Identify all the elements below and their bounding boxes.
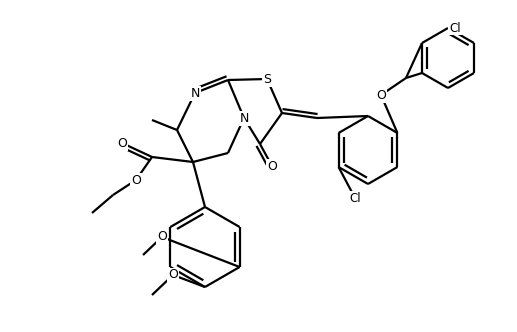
Text: Cl: Cl — [449, 22, 461, 35]
Text: O: O — [117, 136, 127, 149]
Text: N: N — [190, 87, 200, 100]
Text: O: O — [267, 159, 277, 173]
Text: O: O — [131, 174, 141, 187]
Text: Cl: Cl — [349, 192, 361, 205]
Text: S: S — [263, 72, 271, 86]
Text: N: N — [239, 112, 249, 124]
Text: O: O — [376, 89, 386, 102]
Text: O: O — [168, 269, 178, 282]
Text: O: O — [157, 230, 167, 243]
